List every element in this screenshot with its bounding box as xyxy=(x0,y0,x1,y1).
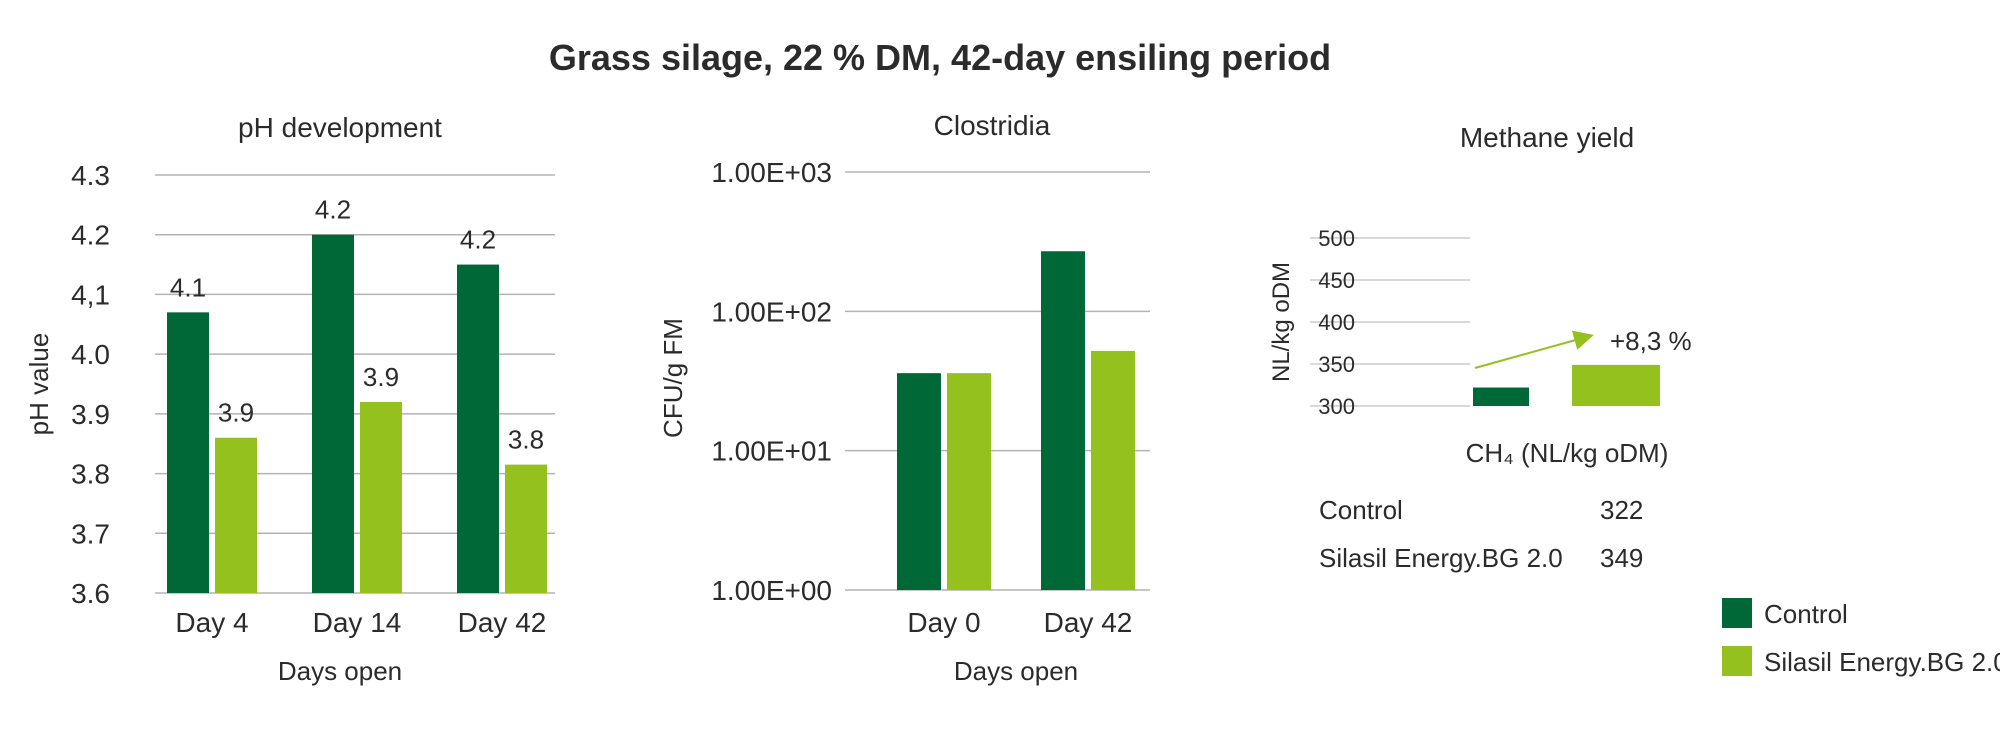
ph-y-tick: 4.2 xyxy=(71,220,110,251)
clostridia-y-tick: 1.00E+01 xyxy=(711,436,832,467)
ph-bar-control xyxy=(312,234,354,593)
ph-y-tick: 3.9 xyxy=(71,399,110,430)
methane-annotation: +8,3 % xyxy=(1610,326,1692,356)
ph-data-label: 4.2 xyxy=(315,195,351,225)
methane-chart-title: Methane yield xyxy=(1460,122,1634,153)
clostridia-x-tick: Day 42 xyxy=(1044,607,1133,638)
methane-y-axis-label: NL/kg oDM xyxy=(1268,262,1295,382)
legend-swatch-silasil xyxy=(1722,646,1752,676)
ph-x-axis-label: Days open xyxy=(278,656,402,686)
methane-table-label: Control xyxy=(1319,495,1403,525)
clostridia-chart-title: Clostridia xyxy=(934,110,1051,141)
ph-y-tick: 3.7 xyxy=(71,518,110,549)
ph-bar-control xyxy=(167,312,209,593)
methane-table-label: Silasil Energy.BG 2.0 xyxy=(1319,543,1563,573)
ph-data-label: 3.8 xyxy=(508,425,544,455)
methane-x-axis-label: CH₄ (NL/kg oDM) xyxy=(1466,438,1669,468)
methane-table-value: 349 xyxy=(1600,543,1643,573)
ph-data-label: 4.2 xyxy=(460,225,496,255)
legend-label-silasil: Silasil Energy.BG 2.0 xyxy=(1764,647,2000,677)
clostridia-x-tick: Day 0 xyxy=(907,607,980,638)
methane-bar-control xyxy=(1473,387,1529,406)
methane-y-tick: 300 xyxy=(1318,394,1355,419)
methane-y-tick: 450 xyxy=(1318,268,1355,293)
methane-bar-silasil xyxy=(1572,364,1660,406)
methane-trend-arrow xyxy=(1474,330,1594,369)
ph-y-tick: 3.8 xyxy=(71,459,110,490)
ph-data-label: 4.1 xyxy=(170,272,206,302)
methane-table-value: 322 xyxy=(1600,495,1643,525)
ph-data-label: 3.9 xyxy=(363,362,399,392)
ph-x-tick: Day 4 xyxy=(175,607,248,638)
clostridia-bar-silasil xyxy=(947,373,991,590)
legend-label-control: Control xyxy=(1764,599,1848,629)
clostridia-bar-control xyxy=(897,373,941,590)
ph-x-tick: Day 14 xyxy=(313,607,402,638)
ph-x-tick: Day 42 xyxy=(458,607,547,638)
ph-bar-silasil xyxy=(360,401,402,593)
legend: Control Silasil Energy.BG 2.0 xyxy=(1722,598,2000,677)
ph-chart-title: pH development xyxy=(238,112,442,143)
methane-y-tick: 350 xyxy=(1318,352,1355,377)
ph-bar-silasil xyxy=(505,464,547,593)
ph-bar-silasil xyxy=(215,437,257,593)
clostridia-y-axis-label: CFU/g FM xyxy=(658,318,688,438)
ph-y-tick: 4,1 xyxy=(71,279,110,310)
figure-title: Grass silage, 22 % DM, 42-day ensiling p… xyxy=(549,37,1331,78)
clostridia-y-tick: 1.00E+00 xyxy=(711,575,832,606)
methane-y-tick: 500 xyxy=(1318,226,1355,251)
clostridia-bar-control xyxy=(1041,251,1085,590)
clostridia-y-tick: 1.00E+03 xyxy=(711,157,832,188)
ph-y-tick: 4.3 xyxy=(71,160,110,191)
ph-chart: pH development 3.6 3.7 3.8 3.9 4.0 4,1 4.2 4.3 pH… xyxy=(24,112,555,686)
clostridia-x-axis-label: Days open xyxy=(954,656,1078,686)
ph-y-tick: 4.0 xyxy=(71,339,110,370)
clostridia-y-tick: 1.00E+02 xyxy=(711,296,832,327)
methane-chart: Methane yield 300 350 400 450 500 NL/kg oDM +8,… xyxy=(1268,122,1692,573)
clostridia-bar-silasil xyxy=(1091,350,1135,590)
legend-swatch-control xyxy=(1722,598,1752,628)
ph-y-axis-label: pH value xyxy=(24,333,54,436)
ph-data-label: 3.9 xyxy=(218,398,254,428)
clostridia-chart: Clostridia 1.00E+00 1.00E+01 1.00E+02 1.00E+… xyxy=(658,110,1150,686)
ph-y-tick: 3.6 xyxy=(71,578,110,609)
ph-bar-control xyxy=(457,264,499,593)
methane-y-tick: 400 xyxy=(1318,310,1355,335)
